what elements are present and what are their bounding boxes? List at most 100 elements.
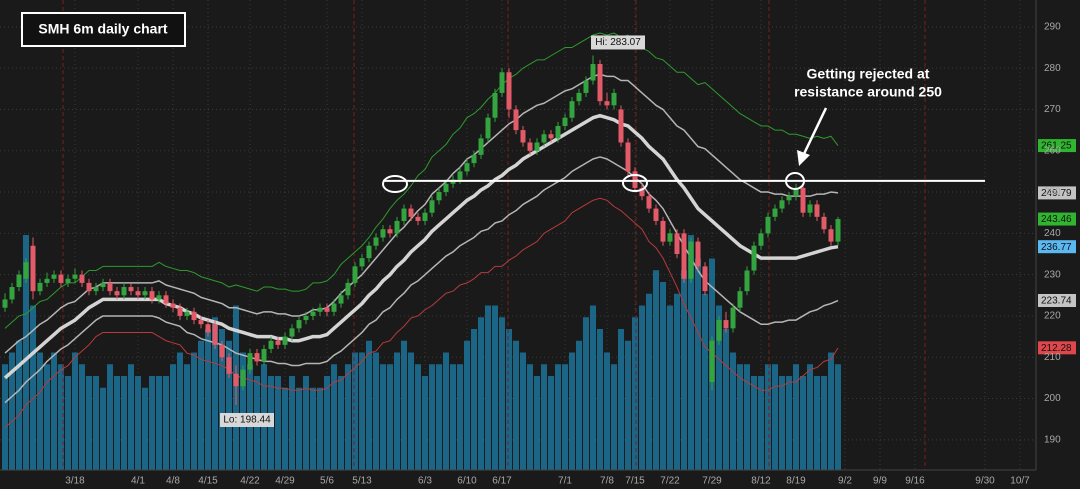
- x-tick-label: 9/16: [905, 476, 925, 487]
- candle-body: [744, 270, 750, 292]
- resistance-circles: [382, 172, 805, 193]
- candle-body: [436, 192, 442, 201]
- candle-body: [408, 208, 414, 217]
- x-tick-label: 7/1: [558, 476, 572, 487]
- candle-body: [667, 233, 673, 242]
- volume-bar: [51, 352, 57, 470]
- candle-body: [401, 208, 407, 221]
- volume-bar: [359, 352, 365, 470]
- candle-body: [149, 291, 155, 300]
- candle-body: [30, 245, 36, 292]
- volume-bar: [485, 305, 491, 470]
- candle-body: [800, 187, 806, 213]
- x-tick-label: 7/15: [625, 476, 645, 487]
- price-tag-label: 261.25: [1041, 141, 1072, 152]
- y-tick-label: 260: [1044, 145, 1061, 156]
- candle-body: [534, 142, 540, 151]
- candle-body: [422, 212, 428, 221]
- candle-body: [289, 328, 295, 337]
- candle-body: [198, 320, 204, 325]
- candle-body: [828, 229, 834, 242]
- volume-bar: [457, 364, 463, 470]
- candle-body: [317, 307, 323, 312]
- volume-bar: [744, 364, 750, 470]
- circle-marker: [382, 175, 408, 193]
- candle-body: [44, 278, 50, 283]
- volume-bar: [828, 352, 834, 470]
- lo-label: Lo: 198.44: [223, 415, 271, 426]
- volume-bar: [415, 364, 421, 470]
- candle-body: [737, 291, 743, 308]
- x-tick-label: 6/3: [418, 476, 432, 487]
- y-tick-label: 290: [1044, 21, 1061, 32]
- volume-bar: [716, 305, 722, 470]
- candle-body: [107, 282, 113, 292]
- candle-body: [478, 138, 484, 155]
- volume-bar: [660, 282, 666, 470]
- y-tick-label: 250: [1044, 187, 1061, 198]
- candle-body: [632, 171, 638, 188]
- candle-body: [583, 80, 589, 93]
- candle-body: [9, 287, 15, 300]
- candle-body: [191, 311, 197, 321]
- volume-bar: [583, 317, 589, 470]
- candle-body: [79, 274, 85, 283]
- volume-bar: [674, 293, 680, 470]
- candle-body: [303, 315, 309, 321]
- candle-body: [653, 208, 659, 221]
- x-tick-label: 5/13: [352, 476, 372, 487]
- price-tag: [1038, 341, 1076, 355]
- volume-bar: [667, 305, 673, 470]
- price-tag: [1038, 139, 1076, 153]
- candle-body: [443, 183, 449, 193]
- volume-bar: [478, 317, 484, 470]
- volume-bar: [513, 340, 519, 470]
- band-line: [4, 32, 839, 329]
- volume-bar: [387, 364, 393, 470]
- candle-body: [779, 200, 785, 209]
- candle-body: [555, 125, 561, 139]
- candle-body: [499, 72, 505, 93]
- candle-body: [548, 134, 554, 139]
- volume-bar: [569, 352, 575, 470]
- volume-bar: [345, 364, 351, 470]
- volume-bar: [653, 270, 659, 470]
- circle-marker: [785, 172, 805, 190]
- volume-bar: [282, 387, 288, 470]
- volume-bar: [44, 364, 50, 470]
- volume-bar: [541, 364, 547, 470]
- volume-bar: [590, 305, 596, 470]
- volume-bar: [275, 376, 281, 470]
- volume-bar: [114, 376, 120, 470]
- candle-body: [604, 101, 610, 106]
- volume-bar: [576, 340, 582, 470]
- x-tick-label: 4/15: [198, 476, 218, 487]
- candle-body: [51, 274, 57, 279]
- volume-bar: [471, 329, 477, 470]
- band-line: [4, 156, 839, 404]
- volume-bar: [597, 329, 603, 470]
- volume-bar: [436, 364, 442, 470]
- volume-bar: [170, 364, 176, 470]
- candle-body: [681, 233, 687, 279]
- title-box: [21, 12, 186, 47]
- volume-bar: [520, 352, 526, 470]
- candle-body: [373, 237, 379, 246]
- volume-bar: [380, 364, 386, 470]
- price-tag-label: 212.28: [1041, 343, 1072, 354]
- candle-body: [310, 311, 316, 316]
- volume-bar: [408, 352, 414, 470]
- volume-bar: [352, 352, 358, 470]
- volume-bar: [632, 317, 638, 470]
- x-tick-label: 4/29: [275, 476, 295, 487]
- volume-bar: [16, 340, 22, 470]
- candle-body: [597, 64, 603, 102]
- candle-body: [660, 220, 666, 242]
- x-tick-label: 6/17: [492, 476, 512, 487]
- x-tick-label: 8/12: [751, 476, 771, 487]
- candle-body: [233, 373, 239, 387]
- volume-bar: [765, 364, 771, 470]
- arrow-shaft: [801, 107, 828, 157]
- candle-body: [128, 287, 134, 292]
